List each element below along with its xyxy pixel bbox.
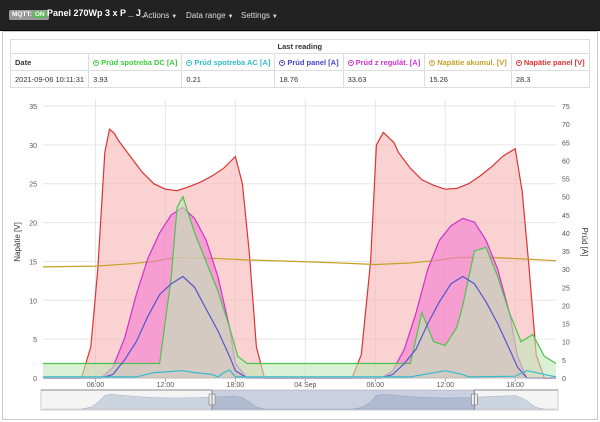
navigator-series xyxy=(43,394,556,410)
data-range-menu[interactable]: Data range ▼ xyxy=(186,11,234,20)
settings-menu[interactable]: Settings ▼ xyxy=(241,11,278,20)
series-5 xyxy=(43,369,557,378)
eye-icon[interactable] xyxy=(93,59,100,66)
y-tick-label: 5 xyxy=(33,337,37,344)
series-area xyxy=(43,196,556,378)
x-tick-label: 06:00 xyxy=(87,382,105,389)
y2-tick-label: 45 xyxy=(562,213,570,220)
table-cell: 18.76 xyxy=(274,70,344,88)
table-cell: 28.3 xyxy=(510,70,590,88)
caret-down-icon: ▼ xyxy=(227,14,234,20)
y2-tick-label: 40 xyxy=(562,231,570,238)
mqtt-status-badge[interactable]: MQTT: ON xyxy=(9,10,49,20)
content-panel xyxy=(2,31,598,420)
x-tick-label: 18:00 xyxy=(506,382,524,389)
series-group xyxy=(42,128,557,379)
caret-down-icon: ▼ xyxy=(271,14,278,20)
column-label: Prúd spotreba DC [A] xyxy=(101,57,178,67)
eye-icon[interactable] xyxy=(347,59,354,66)
actions-menu[interactable]: Actions ▼ xyxy=(143,11,178,20)
column-label: Prúd panel [A] xyxy=(287,57,339,67)
y-axis-label: Napätie [V] xyxy=(13,222,22,262)
y2-tick-label: 65 xyxy=(562,140,570,147)
column-label: Prúd spotreba AC [A] xyxy=(194,57,271,67)
y-tick-label: 30 xyxy=(29,143,37,150)
axes: 0 5 10 15 20 25 30 35 0 5 10 15 20 25 30 35 40 45 50 55 60 65… xyxy=(29,104,570,389)
x-tick-label: 18:00 xyxy=(227,382,245,389)
table-cell: 15.26 xyxy=(424,70,512,88)
x-tick-label: 06:00 xyxy=(367,382,385,389)
y2-tick-label: 70 xyxy=(562,122,570,129)
series-line xyxy=(43,369,557,378)
y2-tick-label: 15 xyxy=(562,322,570,329)
y-tick-label: 20 xyxy=(29,221,37,228)
y2-tick-label: 25 xyxy=(562,285,570,292)
column-header: Prúd panel [A] xyxy=(274,53,344,71)
eye-icon[interactable] xyxy=(429,59,436,66)
x-tick-label: 12:00 xyxy=(157,382,175,389)
y-tick-label: 15 xyxy=(29,259,37,266)
brand-title[interactable]: Panel 270Wp 3 x P _ J_ xyxy=(47,8,146,18)
x-tick-label: 04 Sep xyxy=(294,382,316,389)
column-label: Napätie akumul. [V] xyxy=(437,57,507,67)
series-3 xyxy=(43,195,557,378)
table-cell: 3.93 xyxy=(88,70,183,88)
table-row: 2021-09-06 10:11:31 3.93 0.21 18.76 33.63 15.… xyxy=(9,70,590,88)
y2-tick-label: 60 xyxy=(562,158,570,165)
y2-tick-label: 0 xyxy=(562,376,566,383)
x-tick-label: 12:00 xyxy=(436,382,454,389)
last-reading-table: Last reading Date Prúd spotreba DC [A] Prú… xyxy=(9,39,590,88)
eye-icon[interactable] xyxy=(279,59,286,66)
eye-icon[interactable] xyxy=(515,59,522,66)
y2-tick-label: 35 xyxy=(562,249,570,256)
y2-tick-label: 10 xyxy=(562,340,570,347)
y2-tick-label: 20 xyxy=(562,303,570,310)
y2-tick-label: 75 xyxy=(562,104,570,111)
column-label: Napätie panel [V] xyxy=(523,57,585,67)
y-tick-label: 35 xyxy=(29,104,37,111)
navbar: MQTT: ON Panel 270Wp 3 x P _ J_ Actions ▼ … xyxy=(0,0,600,31)
y2-tick-label: 55 xyxy=(562,177,570,184)
y-tick-label: 10 xyxy=(29,298,37,305)
y2-tick-label: 5 xyxy=(562,358,566,365)
caret-down-icon: ▼ xyxy=(171,14,178,20)
y2-axis-label: Prúd [A] xyxy=(580,228,589,257)
column-label: Prúd z regulát. [A] xyxy=(355,57,421,67)
navigator-window xyxy=(212,390,475,410)
y2-tick-label: 30 xyxy=(562,267,570,274)
series-line xyxy=(43,195,557,365)
y-tick-label: 0 xyxy=(33,376,37,383)
table-cell: 33.63 xyxy=(342,70,426,88)
y2-tick-label: 50 xyxy=(562,195,570,202)
eye-icon[interactable] xyxy=(186,59,193,66)
range-navigator[interactable] xyxy=(40,389,559,411)
column-label: Date xyxy=(15,57,32,67)
y-tick-label: 25 xyxy=(29,182,37,189)
